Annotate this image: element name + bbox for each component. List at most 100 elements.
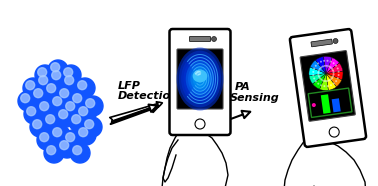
- Text: LFP: LFP: [118, 81, 141, 91]
- Circle shape: [26, 81, 35, 90]
- Circle shape: [326, 65, 328, 67]
- Polygon shape: [284, 139, 366, 186]
- Circle shape: [320, 66, 322, 68]
- Circle shape: [83, 96, 103, 116]
- Circle shape: [333, 82, 335, 84]
- Circle shape: [52, 71, 61, 80]
- Circle shape: [320, 78, 322, 81]
- Circle shape: [337, 68, 339, 70]
- Circle shape: [322, 80, 324, 82]
- Circle shape: [82, 117, 102, 137]
- Circle shape: [328, 65, 330, 67]
- Circle shape: [330, 61, 332, 63]
- Circle shape: [40, 133, 49, 142]
- Circle shape: [312, 71, 314, 73]
- FancyBboxPatch shape: [290, 29, 366, 147]
- Circle shape: [76, 125, 96, 145]
- Wedge shape: [319, 73, 328, 90]
- Circle shape: [319, 77, 321, 79]
- Circle shape: [335, 80, 337, 82]
- Circle shape: [317, 83, 319, 85]
- Wedge shape: [326, 71, 343, 80]
- Ellipse shape: [177, 47, 223, 110]
- Circle shape: [315, 65, 317, 67]
- Wedge shape: [326, 63, 343, 73]
- Circle shape: [75, 78, 95, 98]
- Ellipse shape: [179, 51, 221, 107]
- Circle shape: [86, 99, 95, 108]
- Circle shape: [60, 89, 69, 98]
- Circle shape: [195, 119, 205, 129]
- Circle shape: [37, 130, 57, 150]
- Wedge shape: [326, 73, 342, 87]
- Circle shape: [62, 73, 82, 93]
- Circle shape: [63, 99, 83, 119]
- Circle shape: [57, 138, 77, 158]
- Circle shape: [320, 61, 322, 63]
- Circle shape: [318, 75, 320, 77]
- Circle shape: [50, 94, 70, 114]
- Circle shape: [18, 91, 38, 111]
- Ellipse shape: [186, 60, 214, 98]
- Text: Detection: Detection: [118, 91, 179, 101]
- Circle shape: [31, 86, 51, 106]
- Circle shape: [326, 80, 328, 82]
- Ellipse shape: [183, 57, 217, 101]
- Bar: [321, 94, 331, 114]
- Circle shape: [34, 89, 43, 98]
- Circle shape: [338, 71, 339, 73]
- Text: Sensing: Sensing: [230, 93, 280, 103]
- Circle shape: [78, 81, 87, 90]
- Circle shape: [332, 75, 334, 77]
- Circle shape: [47, 146, 56, 155]
- Polygon shape: [162, 129, 228, 186]
- Circle shape: [85, 120, 94, 129]
- Circle shape: [323, 85, 325, 87]
- Circle shape: [73, 146, 82, 155]
- Ellipse shape: [193, 70, 208, 82]
- Circle shape: [23, 78, 43, 98]
- Wedge shape: [310, 60, 326, 73]
- Circle shape: [330, 66, 332, 68]
- Circle shape: [37, 99, 57, 119]
- Circle shape: [36, 73, 56, 93]
- Circle shape: [70, 91, 90, 111]
- Circle shape: [328, 79, 330, 81]
- Circle shape: [312, 103, 316, 107]
- Wedge shape: [313, 73, 326, 89]
- Ellipse shape: [195, 70, 201, 76]
- Circle shape: [66, 133, 75, 142]
- Circle shape: [27, 107, 36, 116]
- Circle shape: [49, 68, 69, 88]
- Circle shape: [73, 94, 82, 103]
- Circle shape: [33, 120, 42, 129]
- Circle shape: [21, 94, 30, 103]
- Circle shape: [53, 97, 62, 106]
- FancyBboxPatch shape: [311, 39, 332, 47]
- Circle shape: [48, 60, 68, 80]
- Circle shape: [332, 69, 334, 71]
- Wedge shape: [326, 58, 339, 73]
- Circle shape: [40, 102, 49, 111]
- Circle shape: [51, 63, 60, 72]
- Circle shape: [331, 77, 333, 79]
- Wedge shape: [316, 57, 326, 73]
- Bar: [308, 88, 352, 117]
- Circle shape: [61, 65, 81, 85]
- FancyBboxPatch shape: [169, 29, 231, 135]
- Circle shape: [70, 143, 90, 163]
- Circle shape: [66, 102, 75, 111]
- Circle shape: [324, 80, 326, 82]
- Circle shape: [333, 62, 335, 64]
- Circle shape: [47, 84, 56, 93]
- Wedge shape: [324, 56, 332, 73]
- FancyBboxPatch shape: [177, 49, 223, 109]
- Circle shape: [79, 107, 88, 116]
- Circle shape: [327, 60, 328, 62]
- Bar: [332, 98, 341, 112]
- Circle shape: [313, 68, 315, 70]
- Circle shape: [64, 68, 73, 77]
- Circle shape: [313, 77, 315, 79]
- Circle shape: [335, 65, 337, 67]
- FancyBboxPatch shape: [300, 51, 355, 121]
